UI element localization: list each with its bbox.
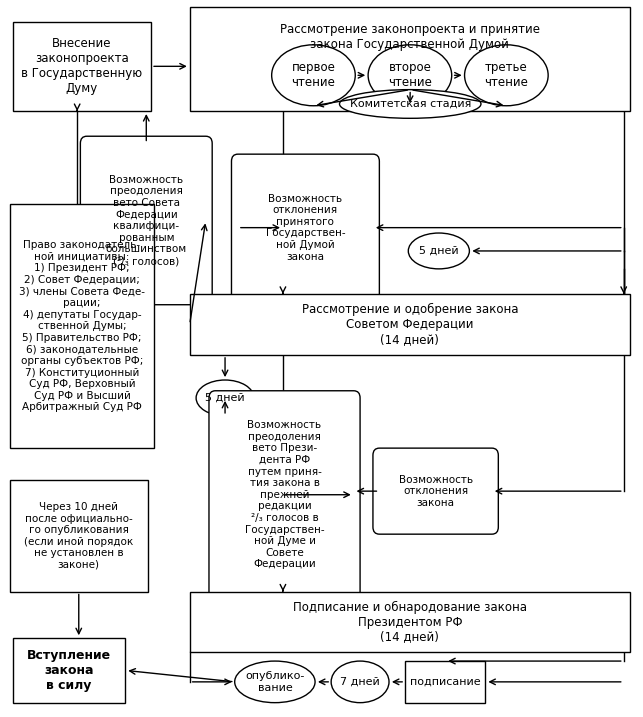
Text: 5 дней: 5 дней — [205, 393, 245, 403]
Ellipse shape — [235, 661, 315, 703]
Text: Комитетская стадия: Комитетская стадия — [350, 99, 471, 109]
Text: первое
чтение: первое чтение — [291, 61, 336, 90]
Text: третье
чтение: третье чтение — [484, 61, 529, 90]
FancyBboxPatch shape — [13, 22, 151, 111]
Text: Через 10 дней
после официально-
го опубликования
(если иной порядок
не установле: Через 10 дней после официально- го опубл… — [24, 502, 133, 570]
FancyBboxPatch shape — [10, 480, 148, 592]
Text: Внесение
законопроекта
в Государственную
Думу: Внесение законопроекта в Государственную… — [21, 37, 143, 95]
Ellipse shape — [196, 380, 254, 416]
Text: Возможность
отклонения
закона: Возможность отклонения закона — [399, 475, 473, 508]
FancyBboxPatch shape — [190, 592, 630, 652]
Text: Возможность
отклонения
принятого
Государствен-
ной Думой
закона: Возможность отклонения принятого Государ… — [266, 194, 345, 262]
FancyBboxPatch shape — [190, 7, 630, 111]
Text: опублико-
вание: опублико- вание — [245, 671, 305, 693]
Ellipse shape — [408, 233, 469, 269]
FancyBboxPatch shape — [80, 136, 212, 305]
FancyBboxPatch shape — [373, 448, 498, 534]
Ellipse shape — [464, 44, 548, 105]
Text: 5 дней: 5 дней — [419, 246, 458, 256]
Text: подписание: подписание — [410, 677, 480, 687]
Text: Рассмотрение законопроекта и принятие
закона Государственной Думой: Рассмотрение законопроекта и принятие за… — [280, 23, 540, 51]
Text: второе
чтение: второе чтение — [388, 61, 432, 90]
Ellipse shape — [340, 90, 481, 118]
Text: 7 дней: 7 дней — [340, 677, 380, 687]
Text: Право законодатель-
ной инициативы:
1) Президент РФ;
2) Совет Федерации;
3) член: Право законодатель- ной инициативы: 1) П… — [19, 240, 145, 412]
FancyBboxPatch shape — [405, 661, 485, 703]
FancyBboxPatch shape — [13, 638, 125, 703]
Ellipse shape — [331, 661, 389, 703]
FancyBboxPatch shape — [10, 204, 154, 448]
Text: Рассмотрение и одобрение закона
Советом Федерации
(14 дней): Рассмотрение и одобрение закона Советом … — [302, 303, 518, 346]
Ellipse shape — [368, 44, 451, 105]
Ellipse shape — [271, 44, 355, 105]
Text: Возможность
преодоления
вето Совета
Федерации
квалифици-
рованным
большинством
(: Возможность преодоления вето Совета Феде… — [105, 175, 187, 266]
FancyBboxPatch shape — [190, 294, 630, 355]
Text: Подписание и обнародование закона
Президентом РФ
(14 дней): Подписание и обнародование закона Презид… — [293, 600, 527, 644]
FancyBboxPatch shape — [231, 154, 379, 301]
Text: Возможность
преодоления
вето Прези-
дента РФ
путем приня-
тия закона в
прежней
р: Возможность преодоления вето Прези- дент… — [245, 420, 324, 569]
FancyBboxPatch shape — [209, 391, 360, 599]
Text: Вступление
закона
в силу: Вступление закона в силу — [27, 649, 111, 692]
